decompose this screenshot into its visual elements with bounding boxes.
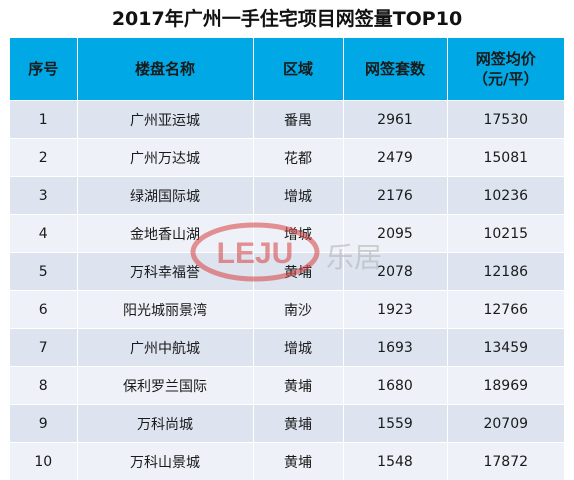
cell-price: 18969: [447, 367, 564, 405]
cell-district: 增城: [253, 177, 343, 215]
cell-name: 万科山景城: [77, 443, 253, 480]
cell-rank: 8: [10, 367, 77, 405]
cell-district: 番禺: [253, 101, 343, 139]
page-title: 2017年广州一手住宅项目网签量TOP10: [0, 0, 574, 36]
cell-price: 15081: [447, 139, 564, 177]
cell-count: 2961: [343, 101, 447, 139]
cell-rank: 9: [10, 405, 77, 443]
cell-count: 1923: [343, 291, 447, 329]
header-price: 网签均价 （元/平）: [447, 38, 564, 101]
cell-district: 增城: [253, 329, 343, 367]
cell-rank: 10: [10, 443, 77, 480]
cell-count: 1559: [343, 405, 447, 443]
cell-district: 黄埔: [253, 253, 343, 291]
cell-rank: 7: [10, 329, 77, 367]
cell-price: 17530: [447, 101, 564, 139]
cell-rank: 1: [10, 101, 77, 139]
cell-price: 20709: [447, 405, 564, 443]
cell-rank: 6: [10, 291, 77, 329]
cell-district: 黄埔: [253, 367, 343, 405]
cell-price: 10236: [447, 177, 564, 215]
cell-district: 黄埔: [253, 443, 343, 480]
cell-count: 1548: [343, 443, 447, 480]
cell-price: 12766: [447, 291, 564, 329]
header-price-line2: （元/平）: [448, 69, 565, 89]
cell-name: 阳光城丽景湾: [77, 291, 253, 329]
table-header-row: 序号 楼盘名称 区域 网签套数 网签均价 （元/平）: [10, 38, 564, 101]
cell-district: 黄埔: [253, 405, 343, 443]
cell-name: 广州中航城: [77, 329, 253, 367]
cell-rank: 5: [10, 253, 77, 291]
cell-price: 17872: [447, 443, 564, 480]
cell-district: 花都: [253, 139, 343, 177]
cell-rank: 2: [10, 139, 77, 177]
cell-count: 2176: [343, 177, 447, 215]
cell-count: 1680: [343, 367, 447, 405]
cell-price: 12186: [447, 253, 564, 291]
cell-name: 广州亚运城: [77, 101, 253, 139]
header-name: 楼盘名称: [77, 38, 253, 101]
cell-count: 1693: [343, 329, 447, 367]
cell-rank: 3: [10, 177, 77, 215]
header-count: 网签套数: [343, 38, 447, 101]
cell-price: 13459: [447, 329, 564, 367]
cell-price: 10215: [447, 215, 564, 253]
cell-count: 2078: [343, 253, 447, 291]
header-district: 区域: [253, 38, 343, 101]
cell-count: 2095: [343, 215, 447, 253]
cell-name: 万科尚城: [77, 405, 253, 443]
cell-rank: 4: [10, 215, 77, 253]
cell-name: 广州万达城: [77, 139, 253, 177]
cell-district: 增城: [253, 215, 343, 253]
cell-name: 绿湖国际城: [77, 177, 253, 215]
cell-count: 2479: [343, 139, 447, 177]
header-rank: 序号: [10, 38, 77, 101]
cell-name: 保利罗兰国际: [77, 367, 253, 405]
cell-name: 万科幸福誉: [77, 253, 253, 291]
cell-district: 南沙: [253, 291, 343, 329]
header-price-line1: 网签均价: [448, 49, 565, 69]
cell-name: 金地香山湖: [77, 215, 253, 253]
